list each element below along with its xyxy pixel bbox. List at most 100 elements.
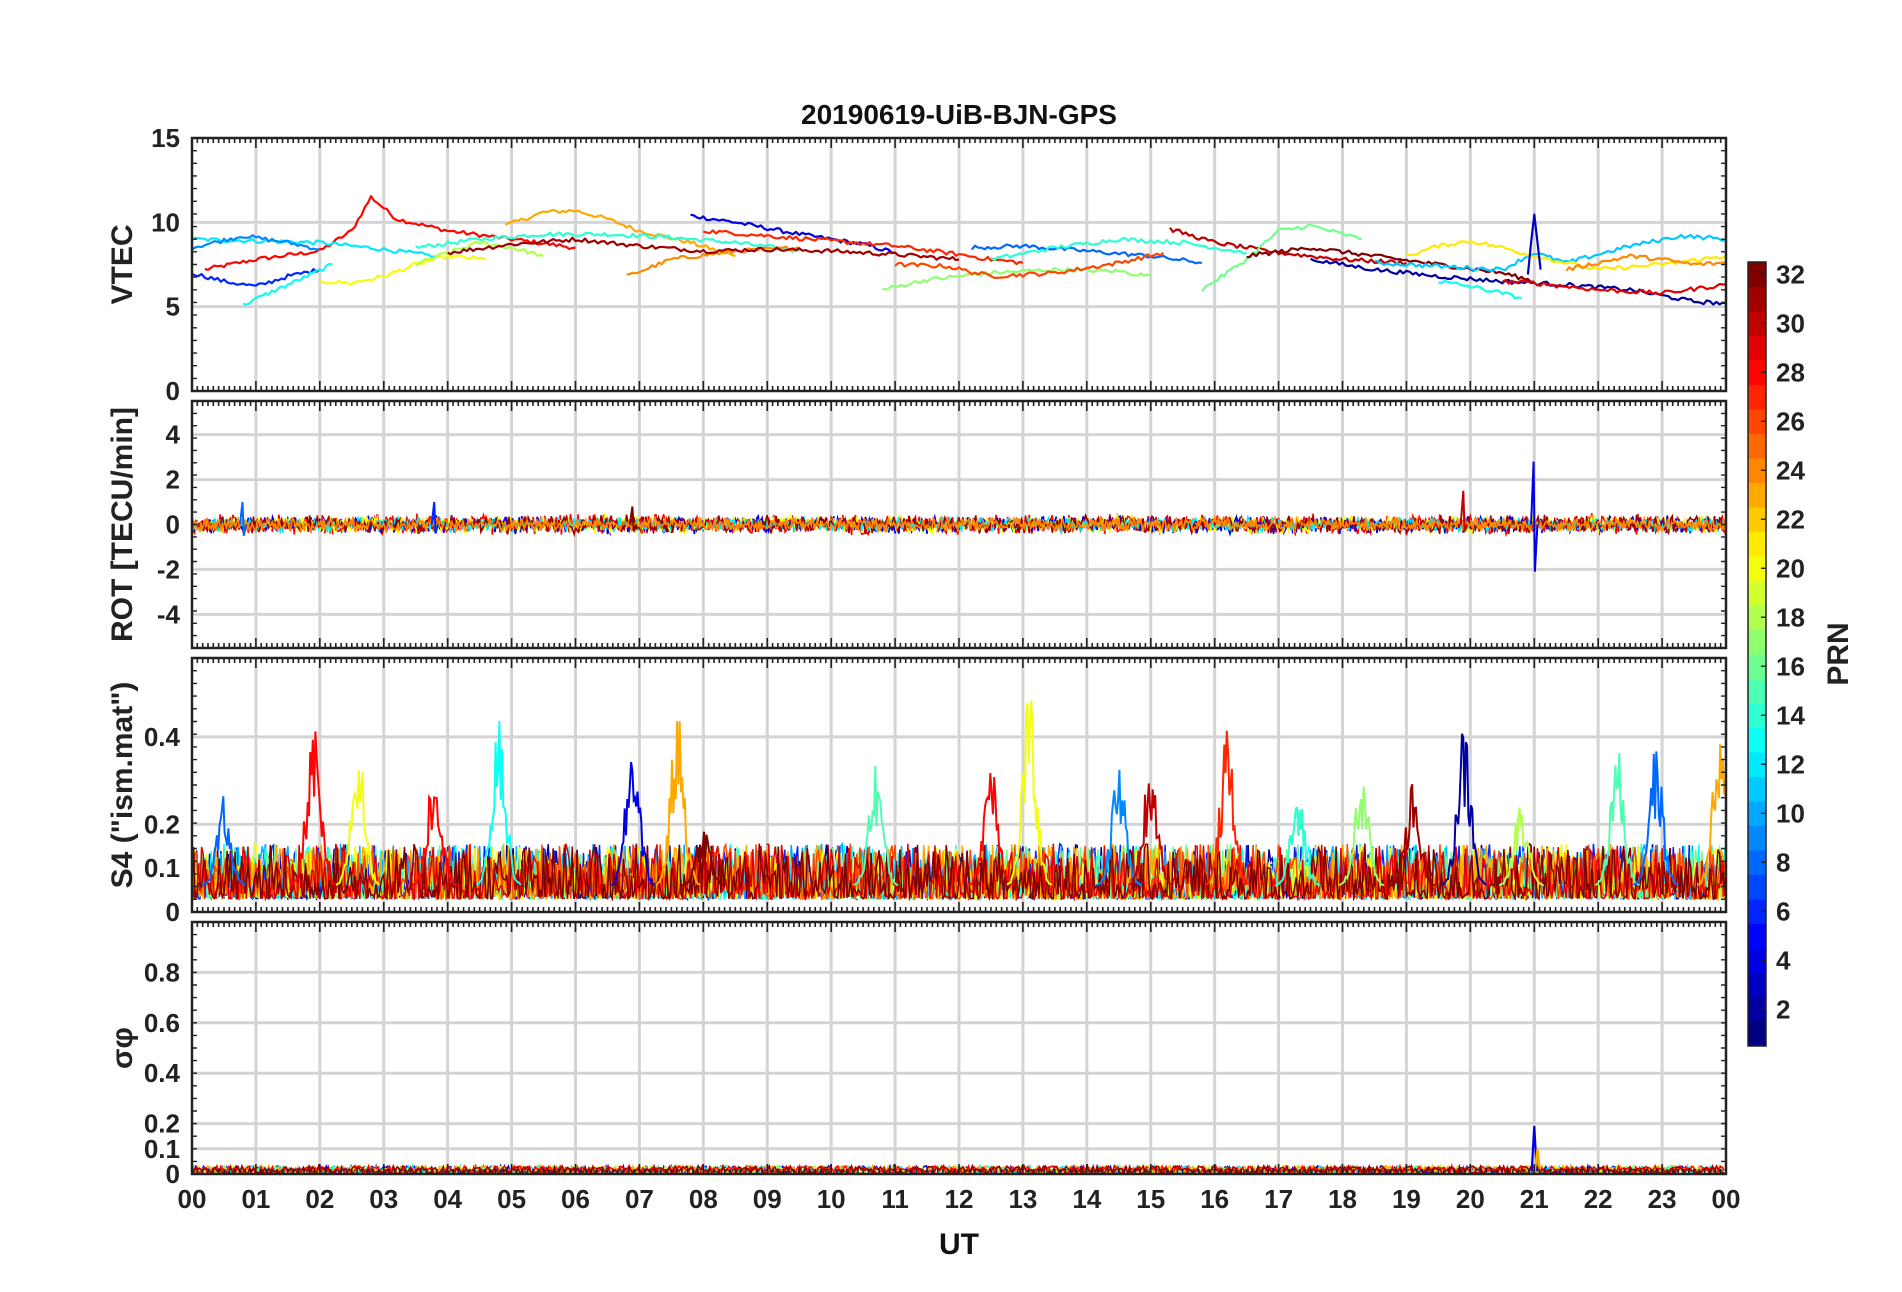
colorbar-cell [1748,752,1766,777]
colorbar-tick-label: 18 [1776,602,1805,632]
sigma-event-spike [1533,1148,1542,1172]
x-tick-label: 13 [1008,1184,1037,1214]
plot-area-rot [192,461,1726,572]
colorbar-cell [1748,311,1766,336]
colorbar-cell [1748,384,1766,410]
y-tick-label: 0 [166,897,180,927]
colorbar-tick-label: 4 [1776,945,1791,975]
vtec-series-line [447,236,960,262]
colorbar-cell [1748,678,1766,704]
y-tick-label: -4 [157,599,181,629]
vtec-series-line [319,253,487,286]
rot-event-spike [628,506,638,532]
y-tick-label: 0 [166,376,180,406]
y-minor-ticks [192,137,1726,392]
x-tick-label: 18 [1328,1184,1357,1214]
x-tick-label: 10 [817,1184,846,1214]
colorbar-tick-label: 2 [1776,994,1790,1024]
x-tick-label: 06 [561,1184,590,1214]
s4-spike [1204,730,1251,886]
x-axis-label: UT [939,1228,979,1261]
vtec-series-line [1246,246,1535,284]
vtec-series-line [242,262,333,306]
rot-event-spike [1530,461,1539,572]
x-tick-label: 15 [1136,1184,1165,1214]
panel-sigma: 00.10.2 0.4 0.6 0.8 σφ [106,920,1728,1189]
y-axis-label-sigma: σφ [106,1027,139,1069]
x-tick-label: 23 [1648,1184,1677,1214]
colorbar-cell [1748,360,1766,385]
s4-spike [290,731,335,886]
y-tick-label: 0.2 [144,1109,180,1139]
s4-spike [475,720,522,886]
y-tick-label: 0 [166,1159,180,1189]
x-tick-label: 19 [1392,1184,1421,1214]
s4-spike [968,773,1014,886]
colorbar-cell [1748,874,1766,900]
x-tick-label: 08 [689,1184,718,1214]
s4-spike [1632,751,1679,887]
y-minor-ticks [192,400,1726,649]
colorbar-cell [1748,482,1766,508]
colorbar-cell [1748,825,1766,851]
vtec-series-line [192,236,436,259]
colorbar-tick-label: 24 [1776,455,1805,485]
s4-spike [1338,786,1385,887]
colorbar-cell [1748,458,1766,483]
x-tick-label: 03 [369,1184,398,1214]
colorbar-cell [1748,727,1766,753]
y-axis-label-vtec: VTEC [106,224,139,304]
colorbar-cell [1748,654,1766,679]
colorbar-cell [1748,703,1766,728]
x-minor-ticks [191,922,1727,1174]
panel-s4: 0 0.1 0.2 0.4S4 ("ism.mat") [106,656,1728,927]
s4-spike [1696,744,1726,886]
vtec-series-line [1438,279,1522,300]
colorbar-tick-label: 26 [1776,406,1805,436]
y-tick-label: 0.8 [144,957,180,987]
y-tick-label: 0.1 [144,853,180,883]
colorbar-cell [1748,923,1766,949]
vtec-series-line [990,237,1247,261]
colorbar-cell [1748,335,1766,361]
colorbar-cell [1748,629,1766,655]
y-tick-label: -2 [157,554,180,584]
vtec-series-line [204,195,576,271]
vtec-series-line [690,213,896,254]
x-tick-labels: 00 01 02 03 04 05 06 07 08 09 10 11 12 13 14 15 16 17 18 19… [178,1184,1741,1214]
y-axis-label-s4: S4 ("ism.mat") [106,682,139,889]
colorbar-cell [1748,1021,1766,1047]
colorbar-tick-label: 22 [1776,504,1805,534]
x-tick-label: 21 [1520,1184,1549,1214]
colorbar-cell [1748,972,1766,998]
x-tick-label: 00 [178,1184,207,1214]
x-tick-label: 14 [1072,1184,1101,1214]
colorbar-tick-label: 10 [1776,798,1805,828]
colorbar-tick-label: 30 [1776,308,1805,338]
x-tick-label: 02 [305,1184,334,1214]
colorbar-cell [1748,580,1766,606]
vtec-series-line [894,251,1165,279]
colorbar-cell [1748,899,1766,924]
y-tick-label: 5 [166,292,180,322]
rot-event-spike [238,501,248,536]
vtec-series-line [192,234,320,251]
colorbar-cell [1748,507,1766,532]
vtec-series-line [1406,239,1726,271]
x-tick-label: 04 [433,1184,462,1214]
colorbar-tick-label: 16 [1776,651,1805,681]
panel-vtec: 0 5 10 15 VTEC [106,123,1728,406]
colorbar-cell [1748,850,1766,875]
colorbar-cell [1748,801,1766,826]
x-tick-label: 01 [241,1184,270,1214]
colorbar-cell [1748,997,1766,1022]
y-tick-label: 0.2 [144,809,180,839]
colorbar-tick-label: 32 [1776,259,1805,289]
colorbar-cell [1748,262,1766,287]
s4-spike [335,769,380,886]
rot-event-spike [1459,490,1469,532]
x-tick-label: 00 [1712,1184,1741,1214]
y-minor-ticks [192,921,1726,1175]
colorbar-frame [1747,261,1767,1047]
